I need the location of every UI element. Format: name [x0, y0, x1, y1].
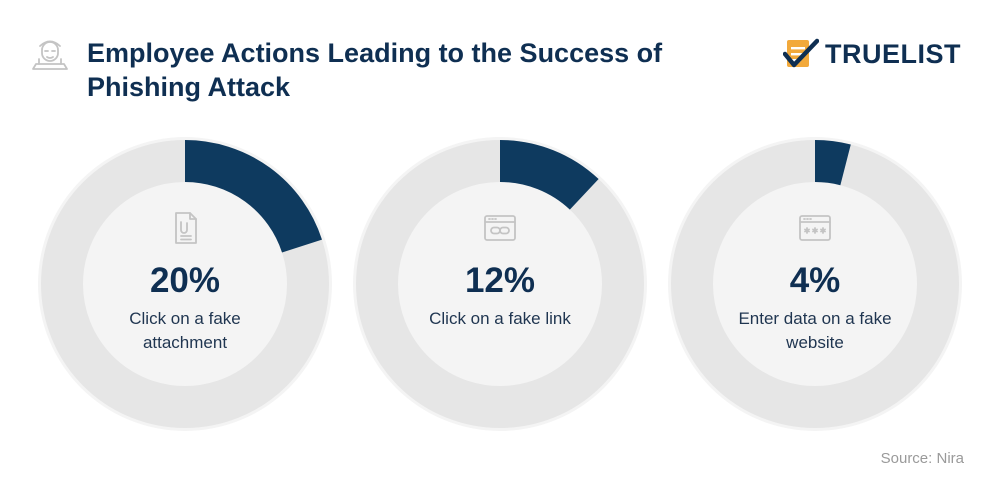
donut-label: Enter data on a fake website [738, 309, 892, 352]
source-note: Source: Nira [880, 450, 964, 467]
donut-arc-link [356, 140, 644, 428]
brand-name: TRUELIST [825, 39, 961, 69]
donut-website: 4% Enter data on a fake website [664, 133, 966, 435]
donut-arc-website [671, 140, 959, 428]
donut-value: 4% [789, 261, 841, 300]
chart-title: Employee Actions Leading to the Success … [87, 38, 663, 102]
donut-value: 12% [464, 261, 536, 300]
browser-password-icon [799, 215, 831, 241]
hacker-laptop-icon [32, 40, 68, 70]
donut-attachment: 20% Click on a fake attachment [34, 133, 336, 435]
donut-arc-attachment [41, 140, 329, 428]
donut-link: 12% Click on a fake link [349, 133, 651, 435]
truelist-logo: TRUELIST [783, 36, 961, 72]
document-icon [175, 212, 197, 244]
browser-link-icon [484, 215, 516, 241]
donut-label: Click on a fake link [429, 309, 571, 328]
donut-value: 20% [149, 261, 221, 300]
donut-label: Click on a fake attachment [129, 309, 241, 352]
checklist-logo-icon [783, 38, 819, 68]
